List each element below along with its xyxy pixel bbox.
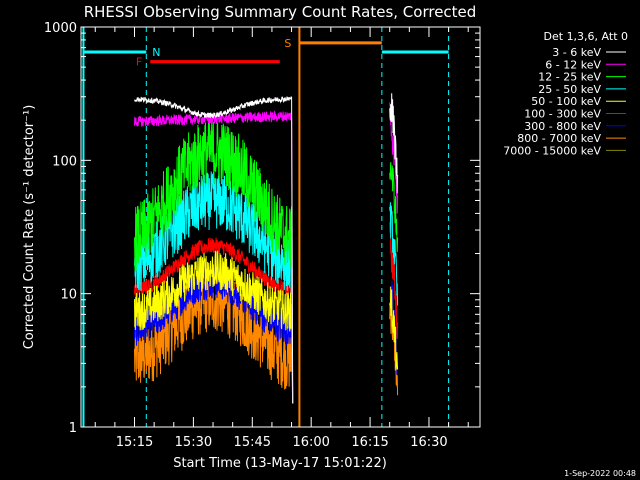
- plot-area: NF S: [82, 27, 450, 427]
- flare-spike-line: [389, 162, 399, 253]
- legend-entry-label: 7000 - 15000 keV: [503, 144, 601, 157]
- series-line: [134, 237, 294, 404]
- series-line: [134, 119, 294, 404]
- legend-entry-label: 300 - 800 keV: [524, 120, 601, 133]
- y-tick-label: 1: [69, 421, 77, 436]
- x-tick-label: 15:15: [116, 435, 153, 450]
- flag-label: N: [152, 46, 160, 59]
- x-tick-label: 16:15: [351, 435, 388, 450]
- flare-spike-line: [389, 93, 399, 194]
- legend-entry-label: 6 - 12 keV: [545, 58, 601, 71]
- y-axis-label: Corrected Count Rate (s⁻¹ detector⁻¹): [22, 105, 37, 350]
- footer-timestamp: 1-Sep-2022 00:48: [564, 469, 636, 478]
- x-axis-label: Start Time (13-May-17 15:01:22): [173, 456, 387, 471]
- legend-entry-label: 25 - 50 keV: [538, 83, 601, 96]
- y-tick-label: 1000: [44, 21, 77, 36]
- legend-entry-label: 50 - 100 keV: [531, 95, 601, 108]
- series-line: [134, 96, 294, 404]
- flare-spike-line: [389, 221, 399, 339]
- legend-entry-label: 100 - 300 keV: [524, 108, 601, 121]
- flag-label: S: [284, 37, 291, 50]
- series-line: [134, 171, 294, 404]
- series-line: [134, 268, 294, 404]
- x-tick-label: 15:30: [175, 435, 212, 450]
- legend-header: Det 1,3,6, Att 0: [544, 30, 628, 43]
- legend-entry-label: 800 - 7000 keV: [517, 132, 601, 145]
- chart-title: RHESSI Observing Summary Count Rates, Co…: [84, 3, 477, 21]
- series-line: [134, 250, 294, 404]
- x-tick-label: 16:00: [292, 435, 329, 450]
- x-tick-label: 16:30: [410, 435, 447, 450]
- y-tick-label: 100: [52, 154, 77, 169]
- y-tick-label: 10: [60, 288, 77, 303]
- legend-entry-label: 12 - 25 keV: [538, 71, 601, 84]
- y-axis: 1 10 100 1000: [44, 21, 480, 436]
- legend-entry-label: 3 - 6 keV: [552, 46, 601, 59]
- x-axis: 15:15 15:30 15:45 16:00 16:15 16:30: [94, 27, 469, 450]
- flare-spike-line: [389, 286, 399, 371]
- flag-label: F: [136, 56, 142, 69]
- flare-spike-line: [389, 202, 399, 306]
- plot-frame: [80, 26, 481, 428]
- x-tick-label: 15:45: [234, 435, 271, 450]
